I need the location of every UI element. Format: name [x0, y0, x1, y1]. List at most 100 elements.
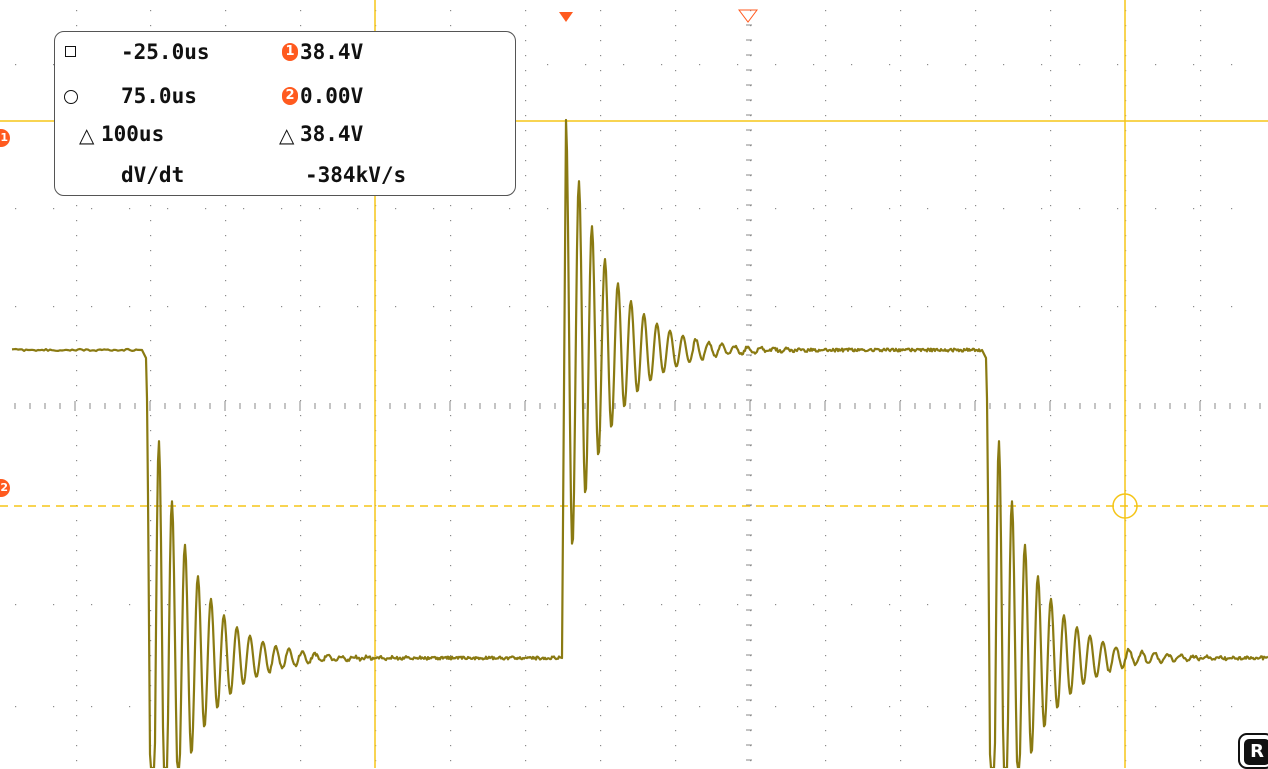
grid-dot	[975, 655, 976, 656]
grid-dot	[450, 610, 451, 611]
grid-dot	[675, 430, 676, 431]
grid-dot	[150, 205, 151, 206]
grid-dot	[1200, 580, 1201, 581]
grid-dot	[825, 25, 826, 26]
grid-dot	[450, 715, 451, 716]
grid-dot	[150, 430, 151, 431]
grid-dot	[300, 565, 301, 566]
grid-dot	[225, 265, 226, 266]
grid-dot	[1200, 670, 1201, 671]
grid-dot	[1231, 64, 1232, 65]
grid-dot	[600, 580, 601, 581]
grid-dot	[150, 460, 151, 461]
grid-dot	[1200, 520, 1201, 521]
grid-dot	[76, 325, 77, 326]
grid-dot	[623, 208, 624, 209]
grid-dot	[600, 610, 601, 611]
grid-dot	[661, 64, 662, 65]
grid-dot	[225, 430, 226, 431]
grid-dot	[1117, 604, 1118, 605]
grid-dot	[975, 235, 976, 236]
grid-dot	[76, 295, 77, 296]
grid-dot	[1050, 220, 1051, 221]
grid-dot	[1193, 706, 1194, 707]
slope-value: -384kV/s	[305, 163, 406, 187]
grid-dot	[600, 625, 601, 626]
grid-dot	[1003, 208, 1004, 209]
grid-dot	[1117, 208, 1118, 209]
grid-dot	[1050, 430, 1051, 431]
grid-dot	[600, 460, 601, 461]
grid-dot	[281, 208, 282, 209]
grid-dot	[900, 175, 901, 176]
grid-dot	[975, 10, 976, 11]
grid-dot	[623, 706, 624, 707]
grid-dot	[900, 730, 901, 731]
grid-dot	[243, 306, 244, 307]
grid-dot	[600, 70, 601, 71]
grid-dot	[1050, 745, 1051, 746]
grid-dot	[300, 220, 301, 221]
grid-dot	[975, 595, 976, 596]
grid-dot	[1200, 385, 1201, 386]
grid-dot	[675, 730, 676, 731]
grid-dot	[129, 306, 130, 307]
grid-dot	[1050, 25, 1051, 26]
grid-dot	[150, 10, 151, 11]
grid-dot	[975, 430, 976, 431]
grid-dot	[1200, 445, 1201, 446]
grid-dot	[675, 325, 676, 326]
grid-dot	[76, 280, 77, 281]
grid-dot	[1155, 604, 1156, 605]
grid-dot	[975, 250, 976, 251]
grid-dot	[1050, 445, 1051, 446]
cursor-readout-panel[interactable]: -25.0us 1 38.4V 75.0us 2 0.00V △ 100us △…	[54, 31, 516, 196]
grid-dot	[525, 415, 526, 416]
grid-dot	[900, 325, 901, 326]
grid-dot	[91, 604, 92, 605]
grid-dot	[91, 706, 92, 707]
grid-dot	[91, 208, 92, 209]
grid-dot	[525, 145, 526, 146]
grid-dot	[975, 220, 976, 221]
grid-dot	[450, 460, 451, 461]
channel1-waveform	[12, 120, 1268, 768]
grid-dot	[600, 25, 601, 26]
grid-dot	[76, 580, 77, 581]
grid-dot	[699, 604, 700, 605]
grid-dot	[1050, 730, 1051, 731]
grid-dot	[900, 40, 901, 41]
grid-dot	[1200, 145, 1201, 146]
grid-dot	[600, 130, 601, 131]
grid-dot	[1050, 10, 1051, 11]
grid-dot	[600, 640, 601, 641]
grid-dot	[900, 115, 901, 116]
grid-dot	[965, 306, 966, 307]
grid-dot	[600, 595, 601, 596]
grid-dot	[150, 550, 151, 551]
cursor2-time: 75.0us	[121, 84, 197, 108]
run-mode-button[interactable]: R	[1238, 733, 1268, 769]
grid-dot	[900, 475, 901, 476]
grid-dot	[600, 205, 601, 206]
grid-dot	[737, 208, 738, 209]
grid-dot	[225, 355, 226, 356]
grid-dot	[450, 550, 451, 551]
grid-dot	[225, 760, 226, 761]
grid-dot	[600, 160, 601, 161]
grid-dot	[300, 265, 301, 266]
grid-dot	[600, 190, 601, 191]
grid-dot	[525, 745, 526, 746]
grid-dot	[243, 604, 244, 605]
grid-dot	[661, 604, 662, 605]
grid-dot	[825, 145, 826, 146]
grid-dot	[76, 550, 77, 551]
grid-dot	[900, 280, 901, 281]
grid-dot	[900, 70, 901, 71]
grid-dot	[900, 520, 901, 521]
grid-dot	[775, 706, 776, 707]
grid-dot	[675, 250, 676, 251]
grid-dot	[300, 685, 301, 686]
grid-dot	[300, 445, 301, 446]
grid-dot	[1117, 306, 1118, 307]
